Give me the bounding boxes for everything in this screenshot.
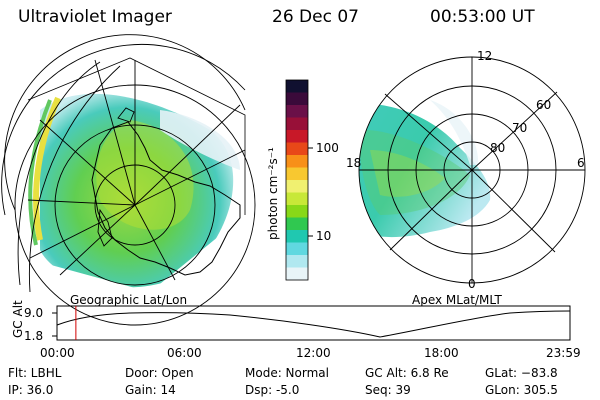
info-flt: Flt: LBHL: [8, 366, 62, 380]
mlt-label-12: 12: [477, 49, 493, 63]
altitude-curve: [56, 310, 571, 338]
info-glat: GLat: −83.8: [485, 366, 558, 380]
colorbar-tick-10: 10: [316, 229, 332, 243]
mlat-label-60: 60: [536, 98, 552, 112]
colorbar-stripe: [286, 80, 308, 93]
info-seq: Seq: 39: [365, 383, 411, 397]
colorbar-frame: [285, 79, 309, 281]
mlt-label-6: 6: [577, 156, 585, 170]
instrument-title: Ultraviolet Imager: [18, 7, 172, 27]
apex-panel-label: Apex MLat/MLT: [412, 293, 502, 307]
colorbar-stripe: [286, 142, 308, 156]
xtick-2359: 23:59: [546, 346, 581, 360]
colorbar-stripe: [286, 242, 308, 256]
xtick-1800: 18:00: [424, 346, 459, 360]
colorbar-stripe: [286, 180, 308, 193]
colorbar-stripe: [286, 105, 308, 118]
apex-map: [358, 56, 586, 284]
colorbar-label: photon cm⁻²s⁻¹: [266, 147, 280, 240]
info-ip: IP: 36.0: [8, 383, 54, 397]
info-gain: Gain: 14: [125, 383, 176, 397]
mlat-label-80: 80: [490, 141, 506, 155]
geo-panel-label: Geographic Lat/Lon: [70, 293, 188, 307]
date-label: 26 Dec 07: [272, 7, 359, 27]
xtick-0000: 00:00: [40, 346, 75, 360]
colorbar-stripe: [286, 130, 308, 143]
colorbar-tick-100: 100: [316, 141, 339, 155]
colorbar-stripe: [286, 192, 308, 206]
xtick-1200: 12:00: [296, 346, 331, 360]
colorbar-stripe: [286, 117, 308, 131]
colorbar-stripe: [286, 92, 308, 106]
altitude-plot: [52, 305, 571, 341]
info-gc-alt: GC Alt: 6.8 Re: [365, 366, 449, 380]
altitude-ytick-low: 1.8: [24, 329, 44, 343]
altitude-ylabel: GC Alt: [11, 300, 25, 338]
mlat-label-70: 70: [512, 121, 528, 135]
info-door: Door: Open: [125, 366, 194, 380]
info-dsp: Dsp: -5.0: [245, 383, 300, 397]
altitude-plot-frame: [56, 305, 571, 341]
geographic-map: [1, 34, 256, 326]
colorbar-stripe: [286, 217, 308, 231]
colorbar-stripe: [286, 267, 308, 281]
altitude-ytick-high: 9.0: [24, 306, 44, 320]
colorbar-stripe: [286, 167, 308, 181]
info-mode: Mode: Normal: [245, 366, 329, 380]
colorbar-stripe: [286, 155, 308, 168]
info-glon: GLon: 305.5: [485, 383, 558, 397]
mlt-label-18: 18: [346, 156, 362, 170]
xtick-0600: 06:00: [167, 346, 202, 360]
time-label: 00:53:00 UT: [430, 7, 535, 27]
colorbar-stripe: [286, 255, 308, 268]
colorbar-stripe: [286, 230, 308, 243]
mlt-label-0: 0: [468, 277, 476, 291]
colorbar-stripe: [286, 205, 308, 218]
colorbar: [286, 80, 308, 281]
